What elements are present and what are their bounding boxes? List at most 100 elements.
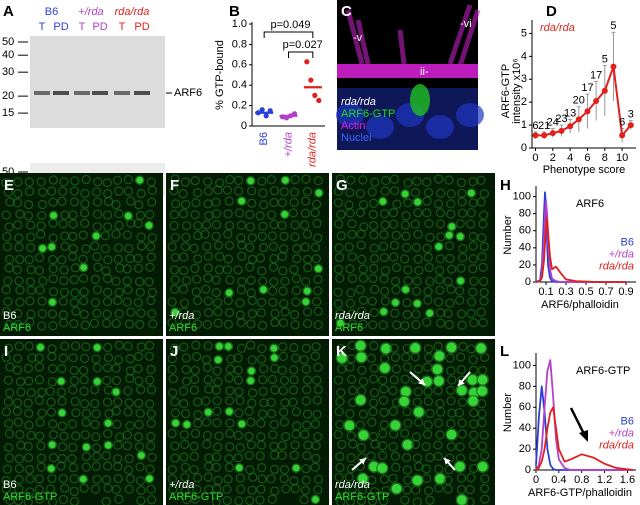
cell — [211, 497, 221, 505]
cell — [455, 231, 465, 242]
cell — [203, 374, 213, 385]
cell — [48, 218, 58, 228]
cell — [313, 384, 324, 395]
cell — [435, 208, 446, 218]
cell — [469, 318, 479, 328]
cell — [347, 229, 357, 240]
cell — [300, 277, 311, 287]
cell — [257, 266, 267, 276]
cell — [59, 177, 69, 187]
cell — [133, 253, 143, 264]
cell — [366, 353, 377, 363]
cell — [281, 484, 291, 494]
cell — [369, 221, 379, 231]
cell — [69, 376, 80, 386]
cell — [47, 440, 57, 450]
cell — [478, 210, 489, 220]
cell — [466, 308, 476, 319]
cell — [114, 220, 124, 231]
cell — [89, 384, 100, 395]
cell — [233, 430, 244, 440]
cell — [102, 273, 113, 284]
nucleus — [456, 103, 484, 127]
cell — [277, 341, 288, 352]
data-point — [567, 123, 574, 130]
cell — [81, 342, 91, 352]
cell — [24, 341, 34, 351]
cell — [202, 362, 213, 373]
cell — [201, 396, 211, 406]
cell — [367, 496, 378, 505]
cell — [167, 464, 177, 475]
cell — [25, 220, 36, 230]
cell — [412, 197, 423, 207]
cell — [223, 295, 233, 306]
cell — [102, 296, 113, 307]
cell — [312, 409, 322, 420]
cell — [47, 473, 57, 484]
n-label: 13 — [564, 107, 576, 119]
cell — [259, 398, 269, 408]
micrograph-stain: ARF6-GTP — [335, 491, 389, 503]
cell — [466, 394, 480, 408]
cell — [134, 419, 144, 430]
cell — [355, 351, 368, 364]
cell — [423, 386, 433, 397]
x-tick-label: 0.7 — [598, 286, 613, 298]
cell — [457, 397, 468, 408]
cell — [190, 175, 200, 186]
cell — [334, 243, 344, 253]
cell — [222, 264, 233, 275]
cell — [124, 319, 135, 329]
cell — [247, 388, 258, 398]
cell — [277, 440, 287, 451]
cell — [389, 343, 399, 353]
cell — [200, 229, 210, 240]
cell — [225, 442, 235, 452]
cell — [291, 297, 301, 307]
cell — [279, 231, 289, 242]
cell — [259, 364, 269, 374]
cell — [266, 174, 277, 185]
cell — [124, 453, 134, 464]
cell — [270, 308, 280, 319]
cell — [25, 487, 35, 497]
cell — [244, 406, 254, 416]
cell — [58, 494, 69, 505]
cell — [224, 307, 235, 318]
cell — [313, 362, 323, 372]
cell — [133, 218, 144, 229]
cell — [47, 242, 57, 252]
cell — [468, 241, 478, 251]
cell — [190, 209, 200, 220]
cell — [223, 474, 233, 484]
cell — [89, 398, 100, 409]
cell — [178, 208, 189, 219]
cell — [124, 398, 134, 408]
cell — [346, 288, 356, 298]
cell — [224, 462, 235, 473]
cell — [146, 418, 156, 428]
cell — [378, 241, 389, 252]
cell — [134, 276, 145, 287]
cell — [476, 175, 486, 186]
cell — [465, 219, 476, 229]
x-tick-label: 0.1 — [538, 286, 553, 298]
cell — [100, 243, 111, 254]
cell — [245, 340, 256, 350]
cell — [23, 497, 34, 505]
cell — [133, 363, 143, 374]
y-tick-label: 0 — [521, 142, 527, 154]
cell — [278, 385, 288, 396]
cell — [378, 428, 388, 439]
cell — [146, 295, 156, 306]
cell — [169, 265, 180, 275]
cell — [376, 462, 389, 475]
cell — [455, 442, 465, 452]
cell — [224, 453, 234, 464]
cell — [347, 252, 357, 262]
cell — [411, 319, 421, 330]
cell — [3, 276, 13, 286]
cell — [358, 409, 368, 420]
cell — [290, 320, 300, 330]
